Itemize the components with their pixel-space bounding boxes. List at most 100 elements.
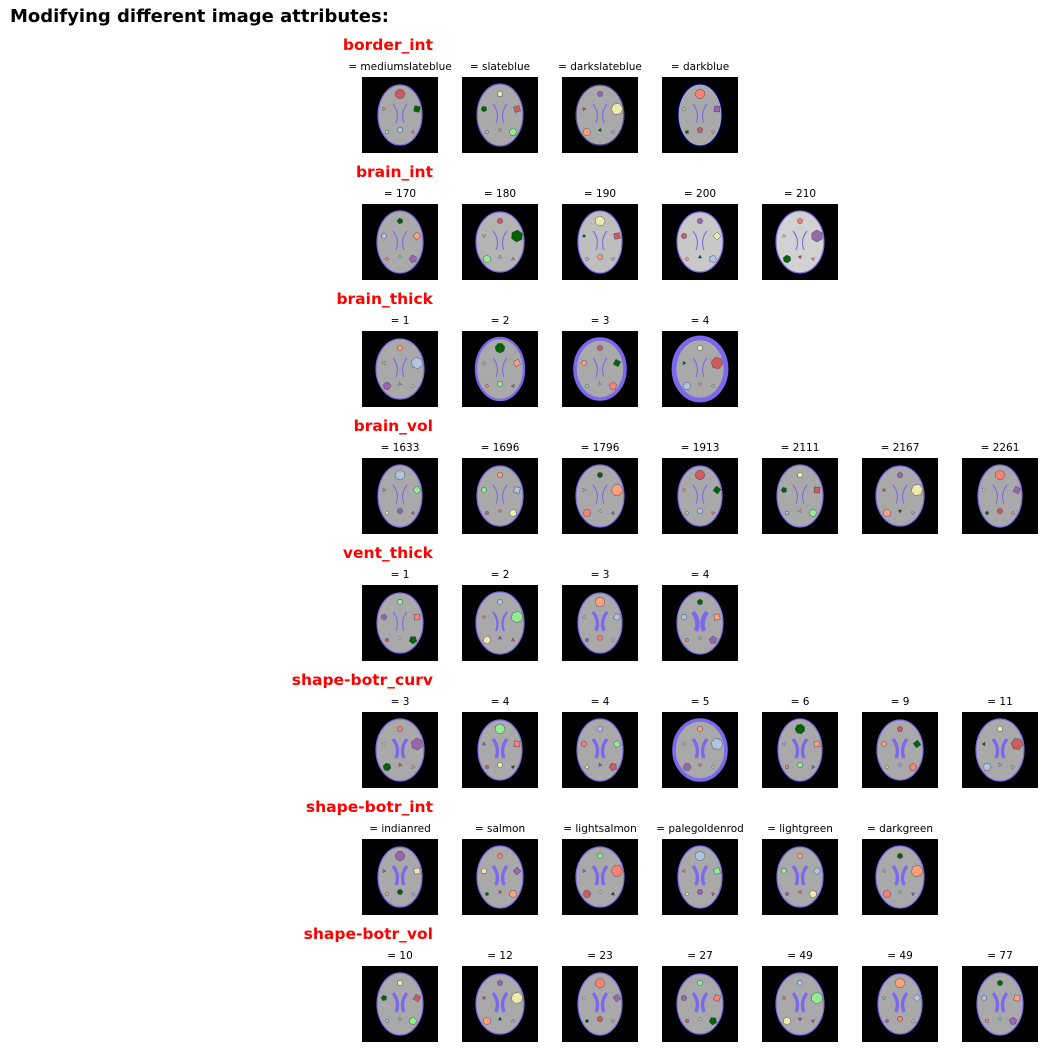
ventricles xyxy=(892,484,908,505)
shape-blob xyxy=(382,868,387,874)
brain-ellipse xyxy=(877,973,923,1035)
shape-blob xyxy=(596,725,603,733)
brain-phantom-image xyxy=(562,204,638,280)
thumbnail xyxy=(662,839,738,915)
thumbnail xyxy=(462,204,538,280)
shape-blob xyxy=(510,1018,516,1023)
brain-ellipse xyxy=(474,336,526,402)
thumbnail xyxy=(662,331,738,407)
thumbnail-caption: = 1 xyxy=(390,315,410,327)
brain-phantom-image xyxy=(862,839,938,915)
thumbnail xyxy=(562,966,638,1042)
thumbnail xyxy=(562,77,638,153)
shape-blob xyxy=(397,255,403,260)
ventricles xyxy=(591,737,609,759)
shape-blob xyxy=(682,360,687,365)
brain-phantom-image xyxy=(862,458,938,534)
shape-blob xyxy=(780,868,788,875)
thumbnail xyxy=(362,712,438,788)
shape-blob xyxy=(811,764,816,770)
brain-phantom-image xyxy=(762,204,838,280)
shape-blob xyxy=(510,637,516,642)
ventricles xyxy=(891,864,909,886)
row-label: brain_vol xyxy=(353,417,433,435)
brain-phantom-image xyxy=(762,458,838,534)
shape-blob xyxy=(811,991,823,1005)
ventricles xyxy=(392,484,408,505)
shape-blob xyxy=(909,762,918,771)
shape-blob xyxy=(384,510,390,516)
shape-blob xyxy=(711,130,716,135)
shape-blob xyxy=(696,980,703,987)
shape-blob xyxy=(594,596,605,608)
shape-blob xyxy=(711,511,716,516)
shape-blob xyxy=(596,635,604,642)
shape-blob xyxy=(685,1019,689,1023)
shape-blob xyxy=(498,889,503,895)
shape-blob xyxy=(696,598,703,605)
thumbnail xyxy=(762,204,838,280)
thumbnail xyxy=(562,204,638,280)
brain-ellipse xyxy=(777,718,823,782)
shape-blob xyxy=(582,488,587,493)
shape-blob xyxy=(396,599,404,606)
shape-blob xyxy=(682,741,687,746)
shape-blob xyxy=(809,508,818,517)
thumbnail xyxy=(662,204,738,280)
shape-blob xyxy=(395,88,406,100)
shape-blob xyxy=(413,613,421,621)
shape-blob xyxy=(585,638,589,642)
shape-blob xyxy=(413,867,421,875)
shape-blob xyxy=(797,508,802,513)
thumbnail-caption: = darkslateblue xyxy=(558,61,642,73)
brain-phantom-image xyxy=(362,966,438,1042)
shape-blob xyxy=(684,510,690,516)
shape-blob xyxy=(412,231,422,241)
thumbnail xyxy=(862,966,938,1042)
shape-blob xyxy=(381,233,388,240)
shape-blob xyxy=(595,215,606,227)
shape-blob xyxy=(613,613,621,621)
shape-blob xyxy=(398,762,403,767)
thumbnail xyxy=(762,712,838,788)
shape-blob xyxy=(785,765,789,769)
shape-blob xyxy=(381,613,388,620)
thumbnail-caption: = 210 xyxy=(783,188,817,200)
brain-phantom-image xyxy=(762,712,838,788)
shape-blob xyxy=(796,217,804,224)
shape-blob xyxy=(482,741,487,746)
shape-blob xyxy=(696,126,704,133)
thumbnail xyxy=(662,585,738,661)
shape-blob xyxy=(797,889,802,894)
ventricles xyxy=(591,991,609,1013)
shape-blob xyxy=(783,1016,791,1026)
brain-phantom-image xyxy=(962,966,1038,1042)
shape-blob xyxy=(483,635,491,645)
shape-blob xyxy=(696,507,703,515)
thumbnail-caption: = mediumslateblue xyxy=(348,61,452,73)
thumbnail xyxy=(362,966,438,1042)
thumbnail-caption: = 200 xyxy=(683,188,717,200)
shape-blob xyxy=(512,358,522,368)
ventricles xyxy=(692,230,708,251)
thumbnail-caption: = 3 xyxy=(590,569,610,581)
shape-blob xyxy=(681,487,686,492)
shape-blob xyxy=(698,254,703,259)
brain-phantom-image xyxy=(362,77,438,153)
shape-blob xyxy=(1010,738,1024,750)
shape-blob xyxy=(394,469,405,480)
ventricles xyxy=(891,991,909,1013)
thumbnail-caption: = slateblue xyxy=(469,61,531,73)
shape-blob xyxy=(710,737,724,751)
ventricles xyxy=(591,610,609,632)
shape-blob xyxy=(681,106,686,111)
shape-blob xyxy=(681,994,688,1002)
shape-blob xyxy=(582,127,592,137)
ventricles xyxy=(391,737,409,759)
shape-blob xyxy=(997,1017,1002,1022)
shape-blob xyxy=(581,740,588,748)
shape-blob xyxy=(708,635,717,644)
thumbnail-caption: = 11 xyxy=(987,696,1013,708)
shape-blob xyxy=(480,867,488,874)
thumbnail xyxy=(362,839,438,915)
